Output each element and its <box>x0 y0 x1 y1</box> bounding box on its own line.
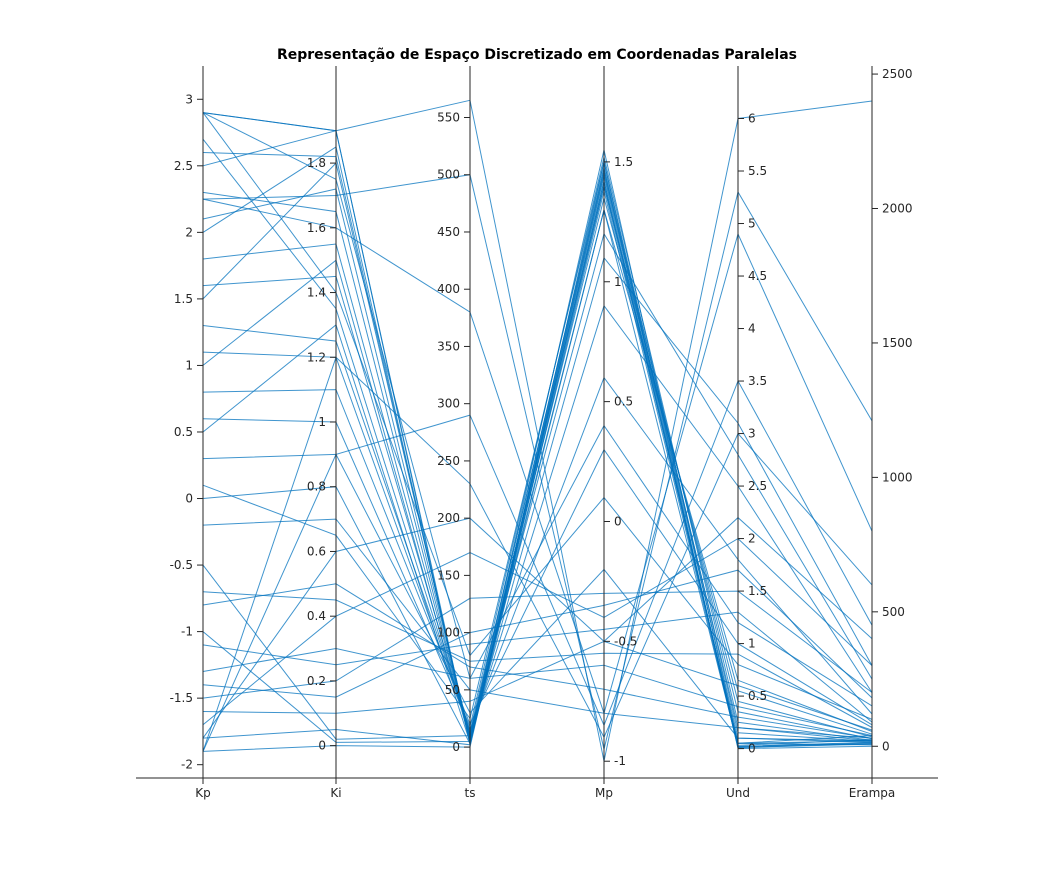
observation-line <box>202 356 873 752</box>
observation-line <box>202 99 873 762</box>
tick-label: 1 <box>318 415 326 429</box>
tick-label: 0.5 <box>748 689 767 703</box>
tick-label: 550 <box>437 111 460 125</box>
tick-label: 0.4 <box>307 609 326 623</box>
tick-label: 450 <box>437 225 460 239</box>
tick-label: 0.5 <box>614 395 633 409</box>
observation-line <box>202 590 873 699</box>
axes-group: -2 -1.5 -1 -0.5 0 0.5 1 1.5 2 2.5 3 Kp 0 0.2 0.4 0.6 0.8… <box>170 66 913 800</box>
observation-line <box>202 379 873 752</box>
observation-line <box>202 647 873 736</box>
tick-label: 3.5 <box>748 374 767 388</box>
axis-label-und: Und <box>726 786 750 800</box>
tick-label: 3 <box>748 427 756 441</box>
observation-line <box>202 453 873 743</box>
observation-line <box>202 516 873 739</box>
tick-label: 1 <box>748 637 756 651</box>
polyline-group <box>202 99 873 762</box>
tick-label: 3 <box>185 92 193 106</box>
tick-label: 1.5 <box>614 155 633 169</box>
observation-line <box>202 138 873 736</box>
tick-label: 0 <box>452 740 460 754</box>
tick-label: 1.4 <box>307 286 326 300</box>
tick-label: 0.6 <box>307 544 326 558</box>
observation-line <box>202 389 873 726</box>
tick-label: -2 <box>181 758 193 772</box>
observation-line <box>202 146 873 748</box>
tick-label: 400 <box>437 282 460 296</box>
observation-line <box>202 161 873 752</box>
observation-line <box>202 188 873 737</box>
tick-label: 150 <box>437 568 460 582</box>
tick-label: 1 <box>185 358 193 372</box>
tick-label: 0 <box>748 742 756 756</box>
tick-label: 2.5 <box>174 159 193 173</box>
observation-line <box>202 171 873 740</box>
axis-label-kp: Kp <box>195 786 211 800</box>
observation-line <box>202 325 873 732</box>
observation-line <box>202 243 873 738</box>
tick-label: 0 <box>318 739 326 753</box>
tick-label: 0 <box>185 492 193 506</box>
tick-label: 2500 <box>882 67 913 81</box>
observation-line <box>202 198 873 716</box>
tick-label: 1500 <box>882 336 913 350</box>
tick-label: 1.5 <box>174 292 193 306</box>
tick-label: 2000 <box>882 202 913 216</box>
tick-label: -1 <box>181 625 193 639</box>
tick-label: -0.5 <box>170 558 193 572</box>
tick-label: 2 <box>748 532 756 546</box>
tick-label: 500 <box>882 605 905 619</box>
tick-label: 200 <box>437 511 460 525</box>
axis-label-ki: Ki <box>330 786 341 800</box>
tick-label: 0.8 <box>307 480 326 494</box>
observation-line <box>202 611 873 723</box>
observation-line <box>202 569 873 699</box>
tick-label: 0 <box>614 514 622 528</box>
tick-label: 6 <box>748 112 756 126</box>
tick-label: 100 <box>437 626 460 640</box>
axis-label-erampa: Erampa <box>849 786 896 800</box>
tick-label: 250 <box>437 454 460 468</box>
tick-label: 0 <box>882 739 890 753</box>
tick-label: 2 <box>185 225 193 239</box>
observation-line <box>202 112 873 720</box>
tick-label: -0.5 <box>614 634 637 648</box>
tick-label: 4 <box>748 322 756 336</box>
observation-line <box>202 583 873 739</box>
tick-label: 1000 <box>882 470 913 484</box>
tick-label: 500 <box>437 168 460 182</box>
tick-label: 0.2 <box>307 674 326 688</box>
tick-label: -1.5 <box>170 691 193 705</box>
observation-line <box>202 152 873 740</box>
tick-label: 1.5 <box>748 584 767 598</box>
axis-label-ts: ts <box>465 786 476 800</box>
tick-label: 50 <box>445 683 460 697</box>
tick-label: -1 <box>614 754 626 768</box>
observation-line <box>202 156 873 741</box>
observation-line <box>202 591 873 728</box>
observation-line <box>202 518 873 742</box>
observation-line <box>202 537 873 726</box>
chart-title: Representação de Espaço Discretizado em … <box>277 47 797 63</box>
observation-line <box>202 191 873 740</box>
observation-line <box>202 185 873 738</box>
tick-label: 350 <box>437 339 460 353</box>
tick-label: 300 <box>437 397 460 411</box>
tick-label: 2.5 <box>748 479 767 493</box>
tick-label: 1.8 <box>307 156 326 170</box>
tick-label: 0.5 <box>174 425 193 439</box>
observation-line <box>202 112 873 707</box>
tick-label: 1 <box>614 275 622 289</box>
tick-label: 5 <box>748 217 756 231</box>
tick-label: 1.6 <box>307 221 326 235</box>
tick-label: 1.2 <box>307 350 326 364</box>
observation-line <box>202 130 873 749</box>
tick-label: 5.5 <box>748 164 767 178</box>
tick-label: 4.5 <box>748 269 767 283</box>
observation-line <box>202 640 873 731</box>
axis-label-mp: Mp <box>595 786 613 800</box>
